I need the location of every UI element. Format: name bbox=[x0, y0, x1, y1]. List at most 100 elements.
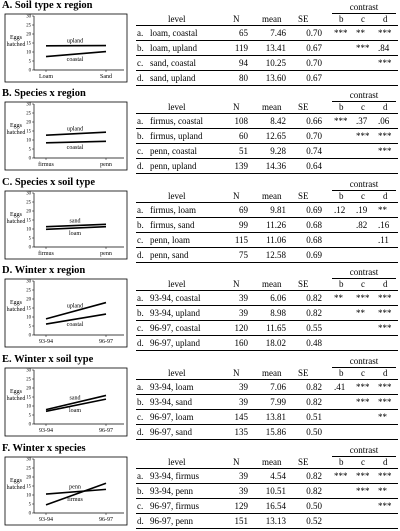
row-se: 0.70 bbox=[306, 28, 322, 38]
row-contrast-d: *** bbox=[378, 397, 392, 407]
plot-svg: 0 5 10 15 20 25 30 93-94 96-97 upland coastal bbox=[4, 278, 128, 348]
table-row: b. loam, upland 119 13.41 0.67 *** .84 bbox=[136, 41, 398, 56]
row-mean: 15.86 bbox=[265, 427, 286, 437]
table-row: c. penn, loam 115 11.06 0.68 .11 bbox=[136, 233, 398, 248]
row-mean: 8.98 bbox=[270, 308, 286, 318]
header-c: c bbox=[361, 368, 365, 378]
header-mean: mean bbox=[262, 457, 282, 467]
y-tick-label: 20 bbox=[26, 387, 31, 392]
row-level: 96-97, penn bbox=[150, 516, 193, 526]
row-letter: b. bbox=[137, 486, 144, 496]
row-mean: 7.99 bbox=[270, 397, 286, 407]
plot-frame bbox=[4, 456, 128, 526]
header-d: d bbox=[383, 102, 388, 112]
row-letter: c. bbox=[137, 58, 144, 68]
y-axis-label: Eggs hatched bbox=[4, 212, 28, 226]
y-tick-label: 0 bbox=[29, 512, 32, 517]
y-tick-label: 20 bbox=[26, 121, 31, 126]
y-axis-label-line: Eggs bbox=[10, 35, 22, 41]
row-n: 135 bbox=[234, 427, 249, 437]
row-se: 0.82 bbox=[306, 471, 322, 481]
row-contrast-c: *** bbox=[356, 471, 370, 481]
row-n: 108 bbox=[234, 116, 249, 126]
interaction-plot: Eggs hatched 0 5 10 15 20 25 30 firmus penn upland c… bbox=[4, 101, 129, 171]
header-n: N bbox=[233, 14, 240, 24]
row-contrast-d: .06 bbox=[378, 116, 390, 126]
y-tick-label: 10 bbox=[26, 51, 31, 56]
plot-svg: 0 5 10 15 20 25 30 firmus penn upland coastal bbox=[4, 101, 128, 171]
row-contrast-d: ** bbox=[378, 412, 387, 422]
row-contrast-d: *** bbox=[378, 131, 392, 141]
table-row: b. 93-94, upland 39 8.98 0.82 ** *** bbox=[136, 306, 398, 321]
row-n: 119 bbox=[234, 43, 248, 53]
y-tick-label: 25 bbox=[26, 467, 31, 472]
y-tick-label: 30 bbox=[26, 15, 31, 20]
row-level: penn, upland bbox=[150, 161, 197, 171]
y-axis-label-line: hatched bbox=[6, 130, 26, 136]
header-b: b bbox=[339, 279, 344, 289]
series-line-coastal bbox=[45, 50, 107, 58]
row-mean: 9.28 bbox=[270, 146, 286, 156]
header-b: b bbox=[339, 14, 344, 24]
plot-svg: 0 5 10 15 20 25 30 93-94 96-97 penn firmus bbox=[4, 456, 128, 526]
row-mean: 9.81 bbox=[270, 205, 286, 215]
table-row: b. firmus, sand 99 11.26 0.68 .82 .16 bbox=[136, 218, 398, 233]
x-tick-label: Loam bbox=[39, 74, 53, 80]
row-mean: 12.58 bbox=[265, 250, 286, 260]
table-row: b. 93-94, sand 39 7.99 0.82 *** *** bbox=[136, 395, 398, 410]
series-line-firmus bbox=[45, 482, 107, 506]
header-b: b bbox=[339, 457, 344, 467]
y-tick-label: 0 bbox=[29, 246, 32, 251]
table-row: a. 93-94, coastal 39 6.06 0.82 ** *** *** bbox=[136, 291, 398, 306]
y-tick-label: 5 bbox=[29, 503, 32, 508]
row-level: 96-97, firmus bbox=[150, 501, 199, 511]
header-b: b bbox=[339, 191, 344, 201]
x-tick-label: 93-94 bbox=[39, 339, 53, 345]
row-n: 39 bbox=[239, 308, 248, 318]
contrast-header: contrast bbox=[332, 2, 396, 14]
panel-3: D. Winter x region Eggs hatched 0 5 10 15 20 25 3… bbox=[0, 265, 400, 353]
y-tick-label: 30 bbox=[26, 458, 31, 463]
row-n: 39 bbox=[239, 471, 248, 481]
x-tick-label: firmus bbox=[38, 250, 54, 257]
table-row: c. sand, coastal 94 10.25 0.70 *** bbox=[136, 56, 398, 71]
row-letter: d. bbox=[137, 73, 144, 83]
series-label: upland bbox=[67, 304, 83, 310]
table-row: d. sand, upland 80 13.60 0.67 bbox=[136, 71, 398, 86]
row-contrast-d: .84 bbox=[378, 43, 390, 53]
row-mean: 8.42 bbox=[270, 116, 286, 126]
header-se: SE bbox=[298, 279, 309, 289]
y-tick-label: 30 bbox=[26, 369, 31, 374]
row-level: penn, coastal bbox=[150, 146, 197, 156]
table-row: d. 96-97, sand 135 15.86 0.50 bbox=[136, 425, 398, 440]
row-letter: a. bbox=[137, 28, 144, 38]
row-level: 93-94, penn bbox=[150, 486, 193, 496]
y-axis-label-line: hatched bbox=[6, 42, 26, 48]
y-tick-label: 0 bbox=[29, 423, 32, 428]
header-d: d bbox=[383, 279, 388, 289]
row-mean: 13.13 bbox=[265, 516, 286, 526]
row-contrast-c: .82 bbox=[356, 220, 368, 230]
series-line-loam bbox=[45, 225, 107, 231]
y-tick-label: 15 bbox=[26, 307, 31, 312]
interaction-plot: Eggs hatched 0 5 10 15 20 25 30 93-94 96-97 sand loa… bbox=[4, 367, 129, 437]
row-se: 0.67 bbox=[306, 73, 322, 83]
row-contrast-b: *** bbox=[334, 116, 348, 126]
y-axis-label-line: hatched bbox=[6, 307, 26, 313]
x-tick-label: penn bbox=[100, 251, 112, 257]
series-line-penn bbox=[45, 488, 107, 495]
y-tick-label: 5 bbox=[29, 148, 32, 153]
row-se: 0.69 bbox=[306, 205, 322, 215]
row-n: 115 bbox=[234, 235, 248, 245]
series-label: loam bbox=[69, 231, 81, 237]
row-n: 129 bbox=[234, 501, 249, 511]
row-letter: c. bbox=[137, 235, 144, 245]
header-c: c bbox=[361, 457, 365, 467]
row-se: 0.64 bbox=[306, 161, 322, 171]
row-n: 39 bbox=[239, 397, 248, 407]
